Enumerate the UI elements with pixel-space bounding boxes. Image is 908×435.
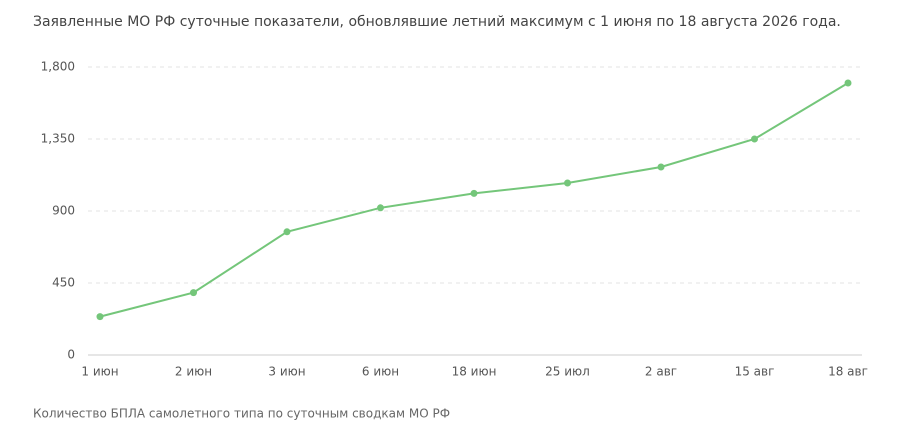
data-point <box>190 289 197 297</box>
data-point <box>751 135 758 143</box>
chart-footnote: Количество БПЛА самолетного типа по суто… <box>33 407 450 421</box>
chart-title: Заявленные МО РФ суточные показатели, об… <box>33 14 841 30</box>
data-point <box>470 189 478 197</box>
y-tick-label: 450 <box>52 276 75 290</box>
data-point <box>564 179 571 187</box>
data-point <box>96 313 104 321</box>
x-tick-label: 2 авг <box>645 365 677 379</box>
y-tick-label: 1,800 <box>41 60 75 74</box>
x-tick-label: 2 июн <box>175 365 212 379</box>
x-tick-label: 6 июн <box>362 365 399 379</box>
y-tick-label: 900 <box>52 204 75 218</box>
y-tick-label: 1,350 <box>41 132 75 146</box>
data-point <box>657 163 665 171</box>
x-tick-label: 1 июн <box>81 365 118 379</box>
y-tick-label: 0 <box>67 348 75 362</box>
x-tick-label: 15 авг <box>735 365 775 379</box>
data-point <box>844 79 852 87</box>
x-tick-label: 18 июн <box>452 365 497 379</box>
x-tick-label: 3 июн <box>268 365 305 379</box>
data-line <box>99 82 849 318</box>
x-tick-label: 18 авг <box>828 365 868 379</box>
x-tick-label: 25 июл <box>545 365 590 379</box>
data-point <box>377 204 384 212</box>
data-point <box>283 228 291 236</box>
